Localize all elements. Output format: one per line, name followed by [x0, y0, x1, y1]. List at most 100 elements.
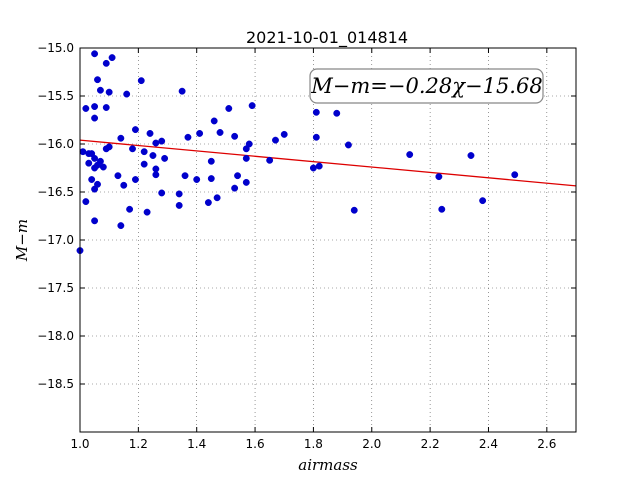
data-point — [91, 50, 99, 58]
data-point — [350, 206, 358, 214]
data-point — [479, 197, 487, 205]
data-point — [406, 151, 414, 159]
data-point — [82, 198, 90, 206]
data-point — [248, 102, 256, 110]
data-point — [131, 126, 139, 134]
data-point — [91, 114, 99, 122]
y-axis-label: M−m — [13, 219, 31, 262]
data-point — [435, 173, 443, 181]
data-point — [102, 104, 110, 111]
data-point — [175, 190, 183, 198]
data-point — [242, 178, 250, 186]
data-point — [158, 137, 166, 145]
chart-title: 2021-10-01_014814 — [246, 28, 408, 48]
y-tick-label: −16.0 — [37, 137, 74, 151]
data-point — [280, 130, 288, 138]
x-tick-label: 2.6 — [537, 437, 556, 451]
data-point — [117, 222, 125, 230]
data-point — [105, 88, 113, 96]
data-point — [137, 77, 145, 85]
fit-line-group — [79, 139, 577, 187]
data-point — [152, 171, 160, 179]
data-point — [149, 152, 157, 159]
data-point — [143, 208, 151, 216]
data-point — [152, 139, 160, 147]
data-point — [315, 162, 323, 170]
data-point — [79, 148, 87, 156]
data-point — [152, 165, 160, 173]
x-axis-label: airmass — [298, 456, 358, 474]
x-tick-label: 1.0 — [70, 437, 89, 451]
y-tick-label: −18.0 — [37, 329, 74, 343]
data-point — [146, 129, 154, 137]
data-point — [438, 205, 446, 213]
data-point — [82, 105, 90, 112]
data-point — [96, 86, 104, 94]
data-point — [108, 54, 116, 62]
data-point — [245, 140, 253, 148]
data-point — [225, 105, 233, 112]
data-point — [312, 133, 320, 141]
data-point — [105, 143, 113, 151]
data-point — [158, 189, 166, 197]
data-point — [161, 154, 169, 162]
y-tick-label: −16.5 — [37, 185, 74, 199]
fit-line — [79, 139, 577, 187]
data-point — [266, 156, 274, 164]
data-point — [210, 117, 218, 125]
x-tick-label: 1.2 — [129, 437, 148, 451]
data-point — [242, 154, 250, 162]
data-point — [140, 148, 148, 156]
data-point — [309, 164, 317, 172]
data-point — [117, 134, 125, 142]
data-point — [102, 59, 110, 67]
data-point — [184, 133, 192, 141]
data-point — [193, 176, 201, 183]
y-tick-label: −17.5 — [37, 281, 74, 295]
data-point — [213, 194, 221, 202]
data-point — [131, 176, 139, 183]
equation-box: M−m=−0.28χ−15.68 — [309, 68, 544, 104]
data-point — [85, 159, 93, 167]
data-point — [126, 205, 134, 213]
data-point — [511, 171, 519, 179]
data-point — [181, 172, 189, 180]
x-tick-label: 2.2 — [421, 437, 440, 451]
x-tick-label: 2.4 — [479, 437, 498, 451]
x-tick-label: 1.8 — [304, 437, 323, 451]
y-tick-label: −15.0 — [37, 41, 74, 55]
x-tick-label: 2.0 — [362, 437, 381, 451]
x-tick-label: 1.4 — [187, 437, 206, 451]
y-tick-label: −15.5 — [37, 89, 74, 103]
x-tick-label: 1.6 — [246, 437, 265, 451]
data-point — [234, 172, 242, 180]
data-point — [207, 157, 215, 165]
grid-lines — [79, 47, 576, 432]
y-tick-label: −17.0 — [37, 233, 74, 247]
data-point — [140, 160, 148, 168]
data-point — [467, 152, 475, 159]
fit-equation: M−m=−0.28χ−15.68 — [310, 74, 542, 98]
data-point — [91, 154, 99, 162]
data-point — [344, 141, 352, 149]
data-point — [120, 181, 128, 189]
data-point — [123, 90, 131, 98]
data-point — [207, 175, 215, 183]
data-point — [175, 201, 183, 209]
data-point — [204, 199, 212, 207]
axis-ticks: 1.0 1.2 1.4 1.6 1.8 2.0 2.2 2.4 2.6 −15.0 −15.5 −16… — [37, 41, 576, 451]
data-point — [129, 145, 136, 153]
data-point — [88, 176, 96, 183]
data-point — [94, 180, 101, 188]
data-point — [231, 132, 239, 140]
data-point — [272, 136, 279, 144]
data-point — [91, 217, 99, 225]
data-point — [96, 157, 104, 165]
data-points — [76, 50, 519, 255]
data-point — [178, 87, 186, 95]
data-point — [312, 108, 320, 116]
data-point — [91, 103, 99, 111]
data-point — [114, 172, 122, 180]
data-point — [99, 163, 107, 171]
data-point — [216, 129, 224, 136]
